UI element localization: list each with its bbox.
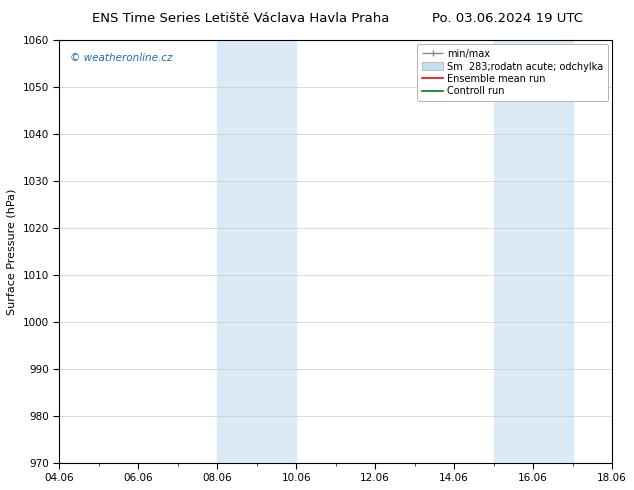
Legend: min/max, Sm  283;rodatn acute; odchylka, Ensemble mean run, Controll run: min/max, Sm 283;rodatn acute; odchylka, … bbox=[417, 44, 608, 101]
Y-axis label: Surface Pressure (hPa): Surface Pressure (hPa) bbox=[7, 188, 17, 315]
Text: Po. 03.06.2024 19 UTC: Po. 03.06.2024 19 UTC bbox=[432, 12, 583, 25]
Text: ENS Time Series Letiště Václava Havla Praha: ENS Time Series Letiště Václava Havla Pr… bbox=[92, 12, 390, 25]
Bar bbox=[494, 40, 573, 463]
Text: © weatheronline.cz: © weatheronline.cz bbox=[70, 53, 172, 63]
Bar bbox=[217, 40, 296, 463]
